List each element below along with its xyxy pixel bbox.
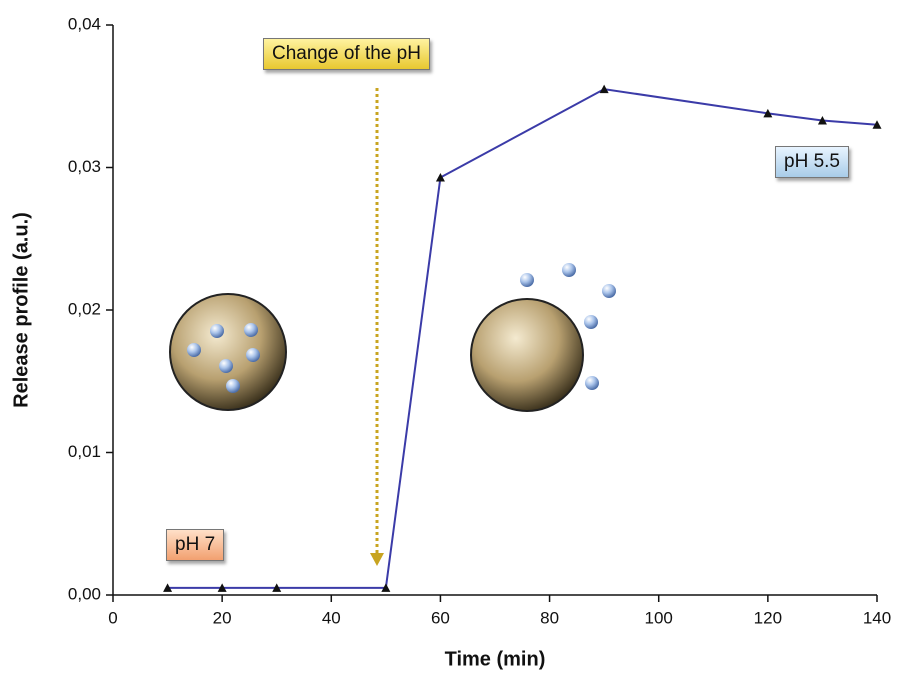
x-tick-label: 100 [645,608,673,627]
illustration [169,88,616,566]
y-axis-title: Release profile (a.u.) [10,212,32,408]
y-tick-label: 0,02 [68,299,101,318]
y-tick-label: 0,04 [68,14,101,33]
annotation: pH 5.5 [775,146,849,178]
x-tick-label: 60 [431,608,450,627]
x-tick-label: 120 [754,608,782,627]
x-axis-title: Time (min) [445,648,546,670]
marker [872,120,882,129]
marker [599,84,609,94]
marker [763,108,773,118]
marker [381,583,391,592]
x-tick-label: 140 [863,608,891,627]
y-tick-label: 0,03 [68,157,101,176]
annotation: pH 7 [166,529,225,561]
marker [163,583,173,592]
y-tick-label: 0,00 [68,584,101,603]
x-tick-label: 20 [213,608,232,627]
x-tick-label: 40 [322,608,341,627]
x-tick-label: 80 [540,608,559,627]
x-tick-label: 0 [108,608,117,627]
marker [817,115,827,125]
marker [272,583,282,592]
annotation: Change of the pH [263,38,430,70]
y-tick-label: 0,01 [68,442,101,461]
marker [435,172,445,182]
marker [217,583,227,592]
